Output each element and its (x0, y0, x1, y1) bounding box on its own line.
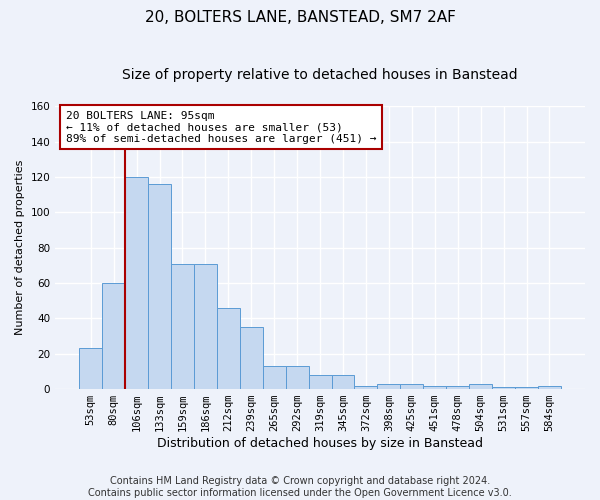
Bar (423, 386, 446, 389)
Bar (538, 386, 561, 389)
Title: Size of property relative to detached houses in Banstead: Size of property relative to detached ho… (122, 68, 518, 82)
Bar (148, 184, 171, 389)
Bar (125, 177, 148, 389)
Bar (492, 388, 515, 389)
Bar (515, 388, 538, 389)
Bar (446, 386, 469, 389)
Bar (332, 375, 355, 389)
Text: 20, BOLTERS LANE, BANSTEAD, SM7 2AF: 20, BOLTERS LANE, BANSTEAD, SM7 2AF (145, 10, 455, 25)
Bar (355, 386, 377, 389)
Bar (194, 264, 217, 389)
Text: Contains HM Land Registry data © Crown copyright and database right 2024.
Contai: Contains HM Land Registry data © Crown c… (88, 476, 512, 498)
Bar (171, 264, 194, 389)
Bar (377, 384, 400, 389)
Bar (469, 384, 492, 389)
X-axis label: Distribution of detached houses by size in Banstead: Distribution of detached houses by size … (157, 437, 483, 450)
Bar (400, 384, 423, 389)
Bar (263, 366, 286, 389)
Text: 20 BOLTERS LANE: 95sqm
← 11% of detached houses are smaller (53)
89% of semi-det: 20 BOLTERS LANE: 95sqm ← 11% of detached… (66, 110, 376, 144)
Bar (308, 375, 332, 389)
Bar (217, 308, 240, 389)
Bar (102, 283, 125, 389)
Bar (79, 348, 102, 389)
Y-axis label: Number of detached properties: Number of detached properties (15, 160, 25, 336)
Bar (286, 366, 308, 389)
Bar (240, 327, 263, 389)
